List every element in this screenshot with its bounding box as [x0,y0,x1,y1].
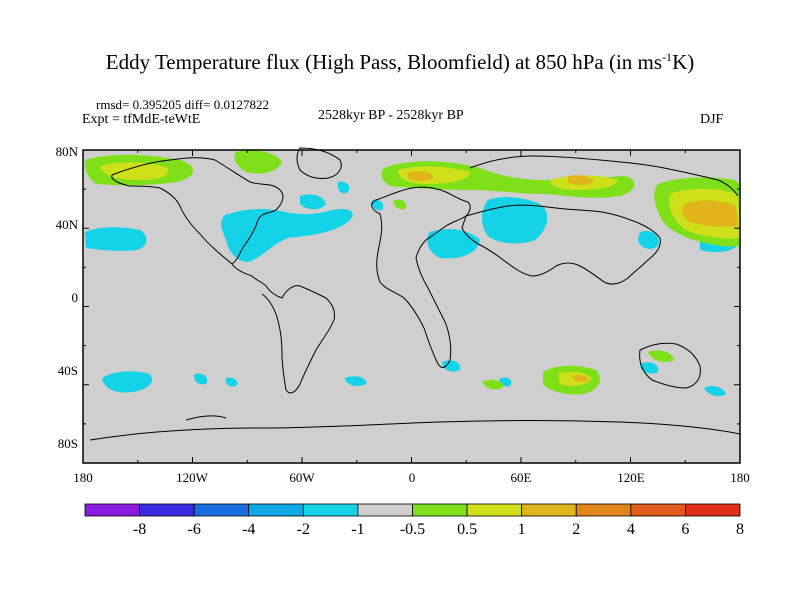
colorbar-swatch [412,503,468,517]
colorbar-label: -0.5 [399,521,426,538]
lon-label-180e: 180 [730,470,750,485]
lat-label-40n: 40N [55,217,78,232]
axis-ticks [82,149,741,464]
colorbar-label: 6 [681,521,690,538]
colorbar-label: -1 [351,521,365,538]
colorbar-swatch [575,503,632,517]
lat-label-80n: 80N [55,144,78,159]
chart-title: Eddy Temperature flux (High Pass, Bloomf… [105,50,695,74]
experiment-label: Expt = tfMdE-teWtE [82,112,201,127]
colorbar-swatch [248,503,304,517]
lon-label-120w: 120W [176,470,208,485]
colorbar-label: 4 [626,521,635,538]
colorbar-swatch [466,503,523,517]
lon-label-180w: 180 [73,470,93,485]
lon-label-60e: 60E [510,470,532,485]
lon-label-120e: 120E [617,470,645,485]
colorbar-label: 2 [572,521,581,538]
colorbar-label: 0.5 [457,521,478,538]
colorbar-label: 1 [517,521,526,538]
period-label: 2528kyr BP - 2528kyr BP [318,108,464,123]
colorbar-swatch [630,503,686,517]
lat-label-0: 0 [71,290,79,305]
lat-label-40s: 40S [57,363,78,378]
lat-label-80s: 80S [57,436,78,451]
colorbar-swatch [685,503,741,517]
season-label: DJF [700,112,724,127]
colorbar-swatch [139,503,195,517]
colorbar-swatch [357,503,413,517]
colorbar-swatch [521,503,577,517]
stats-text: rmsd= 0.395205 diff= 0.0127822 [96,97,269,112]
colorbar-swatch [84,503,140,517]
colorbar [84,503,741,517]
colorbar-label: -6 [187,521,201,538]
colorbar-label: -2 [296,521,310,538]
anomaly-fill [84,150,740,396]
colorbar-label: -4 [242,521,256,538]
colorbar-swatch [302,503,359,517]
coastlines [89,147,741,441]
lon-label-60w: 60W [289,470,315,485]
lon-label-0: 0 [408,470,416,485]
colorbar-swatch [193,503,250,517]
colorbar-label: -8 [132,521,147,538]
colorbar-label: 8 [736,521,744,538]
